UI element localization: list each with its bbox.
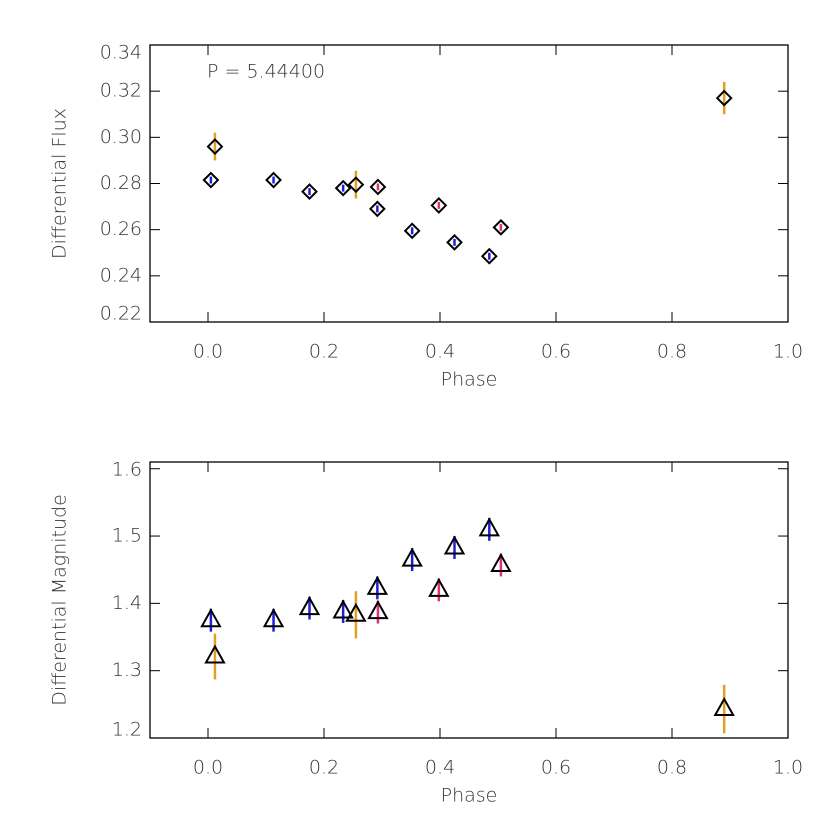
data-point bbox=[478, 517, 501, 537]
x-tick-label: 0.4 bbox=[425, 341, 455, 363]
data-point bbox=[713, 697, 735, 717]
data-point bbox=[715, 89, 733, 107]
y-tick-label: 1.6 bbox=[112, 459, 142, 481]
x-axis-title: Phase bbox=[441, 369, 498, 391]
y-tick-label: 0.34 bbox=[100, 42, 142, 64]
data-point bbox=[480, 247, 498, 265]
y-tick-label: 0.30 bbox=[100, 126, 142, 148]
y-axis-title: Differential Magnitude bbox=[49, 494, 71, 706]
data-point bbox=[367, 600, 389, 620]
x-tick-label: 0.4 bbox=[425, 757, 455, 779]
y-tick-label: 1.3 bbox=[112, 659, 142, 681]
data-point bbox=[200, 608, 222, 628]
data-point bbox=[446, 233, 463, 251]
data-point bbox=[332, 599, 354, 619]
x-tick-label: 0.0 bbox=[193, 341, 223, 363]
y-tick-label: 0.28 bbox=[100, 172, 142, 194]
data-point bbox=[490, 552, 512, 572]
data-point bbox=[369, 178, 387, 196]
x-tick-label: 0.2 bbox=[309, 757, 339, 779]
data-point bbox=[334, 179, 352, 197]
data-point bbox=[492, 218, 510, 236]
data-point bbox=[298, 596, 321, 616]
data-point bbox=[262, 608, 285, 628]
y-tick-label: 1.4 bbox=[112, 592, 142, 614]
annotation: P = 5.44400 bbox=[207, 61, 325, 83]
data-point bbox=[206, 138, 224, 155]
y-tick-label: 0.24 bbox=[100, 264, 142, 286]
data-point bbox=[347, 176, 365, 194]
data-point bbox=[265, 171, 282, 189]
data-point bbox=[368, 200, 386, 218]
data-point bbox=[430, 197, 448, 214]
y-axis-title: Differential Flux bbox=[49, 108, 71, 259]
data-point bbox=[202, 171, 220, 189]
y-tick-label: 0.26 bbox=[100, 218, 142, 240]
plot-frame bbox=[149, 44, 789, 323]
x-tick-label: 0.6 bbox=[541, 757, 571, 779]
data-point bbox=[301, 183, 318, 200]
data-point bbox=[403, 222, 421, 240]
y-tick-label: 1.5 bbox=[112, 525, 142, 547]
x-tick-label: 0.8 bbox=[657, 341, 687, 363]
y-tick-label: 0.22 bbox=[100, 303, 142, 325]
x-tick-label: 0.6 bbox=[541, 341, 571, 363]
data-point bbox=[345, 602, 367, 622]
x-axis-title: Phase bbox=[441, 785, 498, 807]
data-point bbox=[401, 547, 423, 567]
data-point bbox=[428, 577, 450, 597]
data-point bbox=[366, 575, 389, 595]
x-tick-label: 0.8 bbox=[657, 757, 687, 779]
x-tick-label: 0.2 bbox=[309, 341, 339, 363]
data-point bbox=[204, 644, 226, 664]
plot-frame bbox=[149, 461, 789, 739]
data-point bbox=[443, 535, 466, 555]
x-tick-label: 0.0 bbox=[193, 757, 223, 779]
y-tick-label: 0.32 bbox=[100, 80, 142, 102]
y-tick-label: 1.2 bbox=[112, 719, 142, 741]
x-tick-label: 1.0 bbox=[773, 341, 803, 363]
x-tick-label: 1.0 bbox=[773, 757, 803, 779]
